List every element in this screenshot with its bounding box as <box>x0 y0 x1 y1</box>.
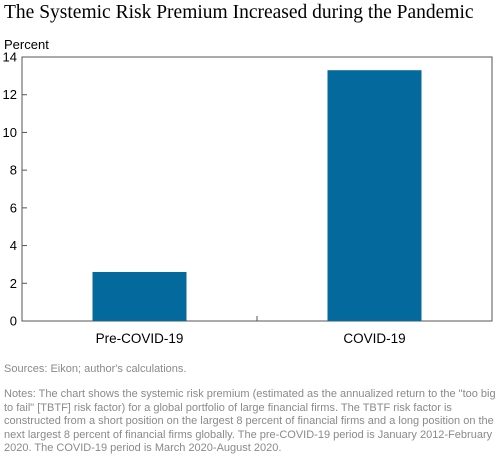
x-tick-label: COVID-19 <box>343 331 405 346</box>
bar-chart: 0 2 4 6 8 10 12 14 Pre-COVID-19 COVID-19 <box>3 50 493 346</box>
y-tick-label: 10 <box>3 125 17 140</box>
y-tick-label: 0 <box>10 314 17 329</box>
notes-text: Notes: The chart shows the systemic risk… <box>4 388 496 454</box>
y-tick-label: 8 <box>10 163 17 178</box>
bar <box>327 70 422 321</box>
y-tick-label: 6 <box>10 200 17 215</box>
y-tick-label: 4 <box>10 238 17 253</box>
y-tick-label: 2 <box>10 276 17 291</box>
chart-title: The Systemic Risk Premium Increased duri… <box>4 2 474 23</box>
sources-note: Sources: Eikon; author's calculations. <box>4 363 187 375</box>
y-axis-label: Percent <box>4 37 49 52</box>
bar <box>92 271 187 321</box>
y-tick-label: 14 <box>3 50 17 65</box>
x-tick-label: Pre-COVID-19 <box>96 331 184 346</box>
y-tick-label: 12 <box>3 87 17 102</box>
